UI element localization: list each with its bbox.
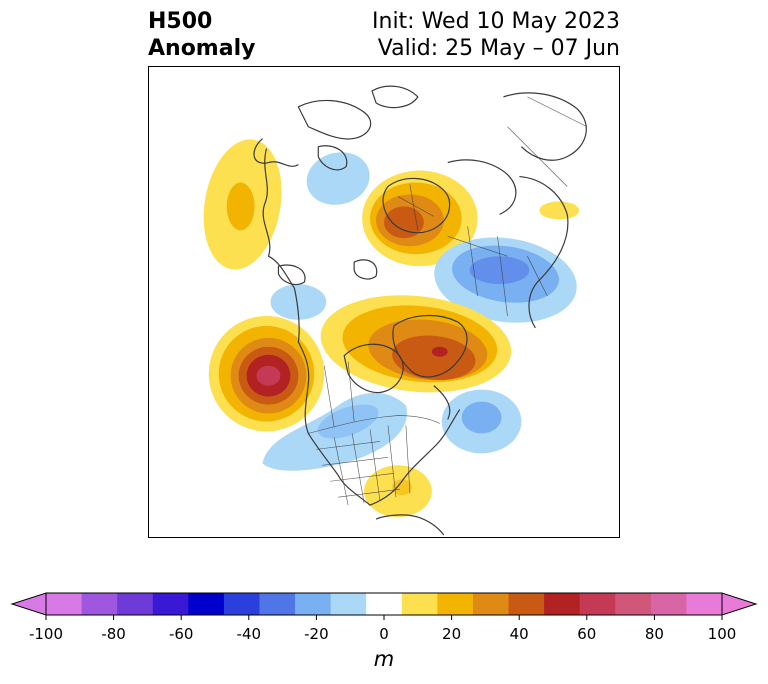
valid-range: Valid: 25 May – 07 Jun	[377, 36, 620, 61]
colorbar	[10, 592, 758, 620]
map-dates: Init: Wed 10 May 2023 Valid: 25 May – 07…	[372, 8, 620, 62]
colorbar-tick-label: 20	[442, 625, 462, 643]
colorbar-segment	[615, 593, 652, 615]
colorbar-tick-label: -100	[28, 625, 64, 643]
colorbar-segment	[295, 593, 332, 615]
trough-small-west	[270, 284, 327, 320]
anomaly-map	[148, 66, 620, 538]
trough-western-siberia	[434, 237, 577, 323]
colorbar-segment	[650, 593, 687, 615]
title-type: Anomaly	[148, 36, 256, 61]
init-date: Init: Wed 10 May 2023	[372, 9, 620, 34]
colorbar-segment	[544, 593, 581, 615]
colorbar-segment	[81, 593, 118, 615]
colorbar-segment	[508, 593, 545, 615]
colorbar-extend-min	[10, 592, 47, 616]
colorbar-segment	[223, 593, 260, 615]
colorbar-segment	[330, 593, 367, 615]
colorbar-segment	[117, 593, 154, 615]
colorbar-segment	[579, 593, 616, 615]
colorbar-tick-label: -40	[236, 625, 262, 643]
colorbar-unit-label: m	[373, 647, 395, 671]
colorbar-tick-label: 80	[644, 625, 664, 643]
ridge-barents-sea	[362, 170, 478, 267]
trough-north-atlantic	[441, 389, 522, 454]
colorbar-segment	[259, 593, 296, 615]
political-borders	[308, 96, 588, 506]
colorbar-segment	[401, 593, 438, 615]
anomaly-shading	[203, 139, 580, 518]
colorbar-segment	[188, 593, 225, 615]
colorbar-tick-label: 40	[509, 625, 529, 643]
ridge-alaska	[203, 139, 282, 270]
colorbar-segment	[437, 593, 474, 615]
colorbar-tick-label: -20	[304, 625, 329, 643]
title-variable: H500	[148, 9, 213, 34]
colorbar-tick-label: 0	[379, 625, 389, 643]
colorbar-segment	[152, 593, 189, 615]
colorbar-segment	[366, 593, 403, 615]
colorbar-segment	[46, 593, 83, 615]
colorbar-segment	[686, 593, 723, 615]
colorbar-tick-label: -80	[101, 625, 126, 643]
trough-central-canada-us	[262, 392, 407, 471]
ridge-northeast-pacific	[208, 315, 325, 432]
map-title: H500 Anomaly	[148, 8, 255, 62]
colorbar-tick-label: 60	[577, 625, 597, 643]
colorbar-tick-label: 100	[707, 625, 737, 643]
colorbar-extend-max	[721, 592, 758, 616]
ridge-greenland	[320, 295, 512, 393]
colorbar-segment	[472, 593, 510, 615]
trough-northern-canada	[306, 152, 370, 205]
ridge-southeast-us	[364, 465, 432, 518]
ridge-small-north	[539, 201, 580, 220]
colorbar-tick-label: -60	[168, 625, 194, 643]
coastlines	[253, 85, 587, 536]
